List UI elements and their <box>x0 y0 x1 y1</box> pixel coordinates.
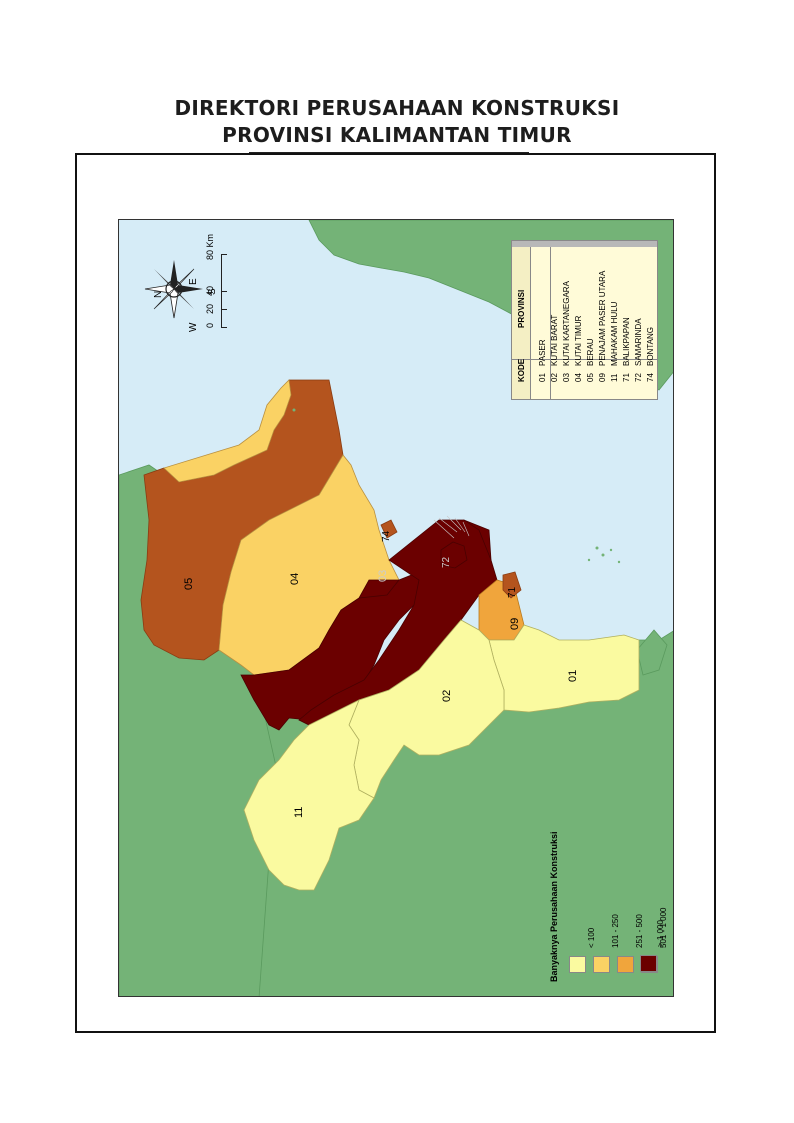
compass-rose-icon <box>144 260 203 319</box>
table-code-72: 72 <box>634 373 643 382</box>
legend-label-5: > 1 000 <box>656 920 665 947</box>
legend-swatch-5 <box>640 955 657 972</box>
region-label-03: 03 <box>377 569 389 582</box>
region-label-72: 72 <box>441 556 452 568</box>
delta-detail <box>433 515 470 539</box>
compass: N E S W <box>139 254 218 332</box>
compass-e-label: E <box>188 278 199 285</box>
legend-title: Banyaknya Perusahaan Konstruksi <box>549 831 559 982</box>
table-name-71: BALIKPAPAN <box>622 317 631 366</box>
code-header: KODE <box>517 358 526 382</box>
scale-bar <box>221 254 234 328</box>
table-code-01: 01 <box>538 373 547 382</box>
table-code-74: 74 <box>646 373 655 382</box>
table-code-09: 09 <box>598 373 607 382</box>
region-label-04: 04 <box>289 572 301 585</box>
legend-label-3: 251 - 500 <box>635 914 644 948</box>
legend-swatch-2 <box>593 956 610 973</box>
region-71-balikpapan[interactable] <box>502 571 522 599</box>
table-name-74: BONTANG <box>646 327 655 366</box>
page-subtitle: PROVINSI KALIMANTAN TIMUR <box>222 123 572 147</box>
table-name-11: MAHAKAM HULU <box>610 301 619 366</box>
page-title: DIREKTORI PERUSAHAAN KONSTRUKSI <box>174 96 620 120</box>
table-code-05: 05 <box>586 373 595 382</box>
region-label-11: 11 <box>293 806 305 818</box>
legend-swatch-1 <box>569 956 586 973</box>
scale-tick-80: 80 Km <box>205 233 215 260</box>
table-name-05: BERAU <box>586 338 595 366</box>
table-name-09: PENAJAM PASER UTARA <box>598 270 607 366</box>
table-name-01: PASER <box>538 339 547 366</box>
region-11-mahakam-hulu[interactable] <box>243 699 375 891</box>
table-name-72: SAMARINDA <box>634 318 643 366</box>
region-label-01: 01 <box>567 669 579 682</box>
region-label-09: 09 <box>509 617 521 630</box>
legend-label-2: 101 - 250 <box>611 914 620 948</box>
table-name-03: KUTAI KARTANEGARA <box>562 281 571 366</box>
table-code-03: 03 <box>562 373 571 382</box>
table-name-02: KUTAI BARAT <box>550 314 559 366</box>
table-code-02: 02 <box>550 373 559 382</box>
region-02-kutai-barat[interactable] <box>348 619 505 799</box>
region-label-05: 05 <box>183 577 195 590</box>
legend-label-1: < 100 <box>587 927 596 948</box>
code-table <box>511 240 658 400</box>
table-name-04: KUTAI TIMUR <box>574 315 583 366</box>
region-label-71: 71 <box>507 586 518 598</box>
legend-swatch-3 <box>617 956 634 973</box>
scale-tick-40: 40 <box>205 285 215 296</box>
map-frame <box>75 153 716 1033</box>
table-code-71: 71 <box>622 373 631 382</box>
eastern-island <box>636 629 668 676</box>
compass-n-label: N <box>153 290 164 298</box>
map-panel[interactable]: 05 04 03 74 72 71 09 01 02 11 N E S W 0 … <box>118 219 674 997</box>
small-islands <box>292 408 621 564</box>
province-header: PROVINSI <box>517 289 526 328</box>
scale-tick-0: 0 <box>205 322 215 328</box>
table-code-04: 04 <box>574 373 583 382</box>
region-72-samarinda[interactable] <box>440 541 468 569</box>
table-code-11: 11 <box>610 373 619 382</box>
scale-tick-20: 20 <box>205 303 215 314</box>
compass-w-label: W <box>188 322 199 332</box>
region-74-bontang[interactable] <box>380 519 398 539</box>
region-label-74: 74 <box>381 530 392 542</box>
region-label-02: 02 <box>441 689 453 702</box>
